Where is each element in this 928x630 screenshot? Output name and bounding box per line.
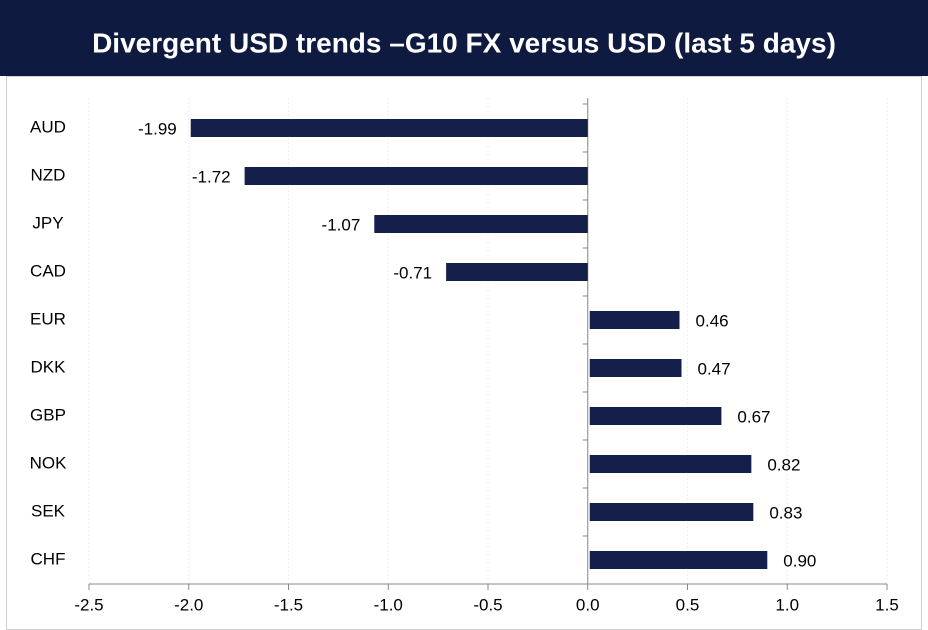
x-tick-label: -1.5 [274, 595, 303, 614]
bar [589, 551, 768, 569]
data-label: 0.90 [783, 551, 816, 570]
bar [190, 119, 588, 137]
y-tick-label: NZD [31, 165, 66, 184]
data-label: -1.07 [322, 215, 361, 234]
bar [589, 359, 682, 377]
data-label: 0.46 [696, 311, 729, 330]
x-tick-label: 1.5 [875, 595, 899, 614]
y-tick-label: EUR [30, 309, 66, 328]
data-label: -1.72 [192, 167, 231, 186]
y-tick-label: CHF [31, 549, 66, 568]
data-label: -0.71 [393, 263, 432, 282]
header-band [0, 0, 928, 76]
bar [589, 407, 722, 425]
bar [589, 311, 680, 329]
x-tick-label: 0.5 [676, 595, 700, 614]
y-tick-label: AUD [30, 117, 66, 136]
y-tick-label: DKK [31, 357, 67, 376]
chart-frame [6, 76, 922, 630]
y-tick-label: JPY [32, 213, 63, 232]
data-label: -1.99 [138, 119, 177, 138]
bar [589, 455, 752, 473]
bar [374, 215, 588, 233]
data-label: 0.67 [737, 407, 770, 426]
x-tick-label: -0.5 [473, 595, 502, 614]
y-tick-label: CAD [30, 261, 66, 280]
x-tick-label: -1.0 [374, 595, 403, 614]
x-tick-label: -2.0 [174, 595, 203, 614]
bar [446, 263, 588, 281]
x-tick-label: 0.0 [576, 595, 600, 614]
bar [244, 167, 588, 185]
data-label: 0.83 [769, 503, 802, 522]
x-tick-label: 1.0 [775, 595, 799, 614]
data-label: 0.47 [698, 359, 731, 378]
bar [589, 503, 754, 521]
data-label: 0.82 [767, 455, 800, 474]
y-tick-label: GBP [30, 405, 66, 424]
chart-title: Divergent USD trends –G10 FX versus USD … [92, 27, 836, 58]
y-tick-label: SEK [31, 501, 66, 520]
y-tick-label: NOK [30, 453, 68, 472]
x-tick-label: -2.5 [74, 595, 103, 614]
